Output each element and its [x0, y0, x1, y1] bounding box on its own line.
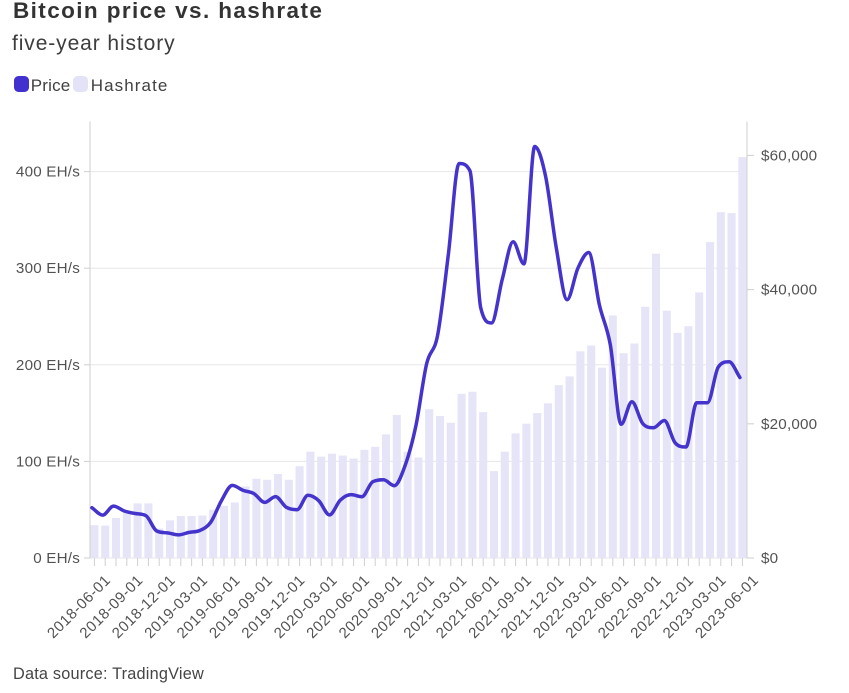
svg-text:$20,000: $20,000 — [761, 416, 817, 433]
svg-text:$0: $0 — [761, 550, 778, 567]
svg-text:$40,000: $40,000 — [761, 282, 817, 299]
svg-text:100 EH/s: 100 EH/s — [16, 453, 80, 470]
svg-text:$60,000: $60,000 — [761, 147, 817, 164]
svg-text:300 EH/s: 300 EH/s — [16, 260, 80, 277]
svg-text:200 EH/s: 200 EH/s — [16, 357, 80, 374]
svg-text:0 EH/s: 0 EH/s — [33, 550, 80, 567]
svg-text:400 EH/s: 400 EH/s — [16, 164, 80, 181]
